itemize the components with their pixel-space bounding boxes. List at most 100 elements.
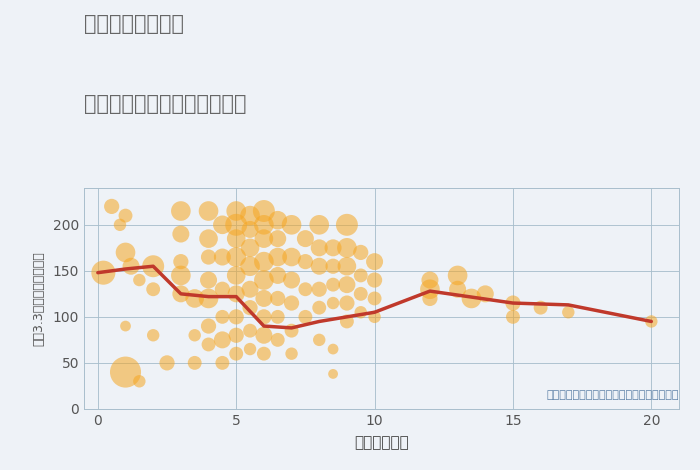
Point	[328, 370, 339, 378]
Point	[424, 295, 435, 302]
Point	[217, 313, 228, 321]
Point	[203, 207, 214, 215]
Point	[175, 230, 186, 238]
Point	[314, 244, 325, 251]
Point	[230, 313, 241, 321]
Point	[328, 244, 339, 251]
Point	[230, 253, 241, 261]
Point	[134, 276, 145, 284]
Point	[244, 327, 256, 335]
Point	[535, 304, 546, 312]
Point	[563, 308, 574, 316]
Y-axis label: 坪（3.3㎡）単価（万円）: 坪（3.3㎡）単価（万円）	[33, 251, 46, 346]
Point	[342, 221, 353, 228]
Point	[452, 285, 463, 293]
Point	[300, 313, 311, 321]
Point	[203, 341, 214, 348]
Point	[355, 249, 366, 256]
Point	[645, 318, 657, 325]
Point	[203, 253, 214, 261]
Point	[120, 368, 131, 376]
Point	[342, 299, 353, 307]
Point	[342, 318, 353, 325]
Point	[244, 212, 256, 219]
Point	[148, 285, 159, 293]
Point	[300, 235, 311, 243]
Point	[342, 244, 353, 251]
Point	[286, 299, 297, 307]
Point	[114, 221, 125, 228]
Point	[424, 285, 435, 293]
Point	[230, 235, 241, 243]
Point	[272, 336, 284, 344]
Point	[175, 272, 186, 279]
Point	[508, 313, 519, 321]
Point	[175, 258, 186, 266]
Point	[369, 276, 380, 284]
Point	[300, 285, 311, 293]
Text: 円の大きさは、取引のあった物件面積を示す: 円の大きさは、取引のあった物件面積を示す	[547, 390, 679, 400]
Point	[258, 221, 270, 228]
Point	[203, 322, 214, 330]
Point	[230, 290, 241, 298]
Point	[272, 295, 284, 302]
Point	[480, 290, 491, 298]
Point	[217, 253, 228, 261]
Point	[258, 235, 270, 243]
Point	[369, 313, 380, 321]
Point	[217, 336, 228, 344]
Text: 愛知県御器所駅の: 愛知県御器所駅の	[84, 14, 184, 34]
Point	[314, 221, 325, 228]
Point	[369, 295, 380, 302]
Point	[230, 331, 241, 339]
Point	[244, 244, 256, 251]
Point	[452, 272, 463, 279]
Point	[272, 235, 284, 243]
Point	[272, 217, 284, 224]
Point	[314, 304, 325, 312]
Point	[230, 207, 241, 215]
Point	[244, 226, 256, 233]
Point	[466, 295, 477, 302]
Point	[217, 285, 228, 293]
Point	[244, 262, 256, 270]
Point	[328, 281, 339, 289]
Point	[286, 276, 297, 284]
Point	[369, 258, 380, 266]
Point	[272, 272, 284, 279]
Point	[258, 258, 270, 266]
Point	[148, 331, 159, 339]
Point	[258, 313, 270, 321]
Point	[120, 322, 131, 330]
Point	[258, 295, 270, 302]
Point	[134, 377, 145, 385]
Point	[175, 290, 186, 298]
Point	[328, 262, 339, 270]
Point	[328, 345, 339, 353]
Point	[203, 235, 214, 243]
Point	[286, 327, 297, 335]
Point	[300, 258, 311, 266]
Point	[120, 212, 131, 219]
Point	[258, 331, 270, 339]
Point	[355, 290, 366, 298]
Point	[272, 313, 284, 321]
Point	[258, 276, 270, 284]
Point	[98, 269, 109, 276]
Point	[272, 253, 284, 261]
Point	[120, 249, 131, 256]
Point	[244, 285, 256, 293]
Point	[125, 262, 136, 270]
Point	[244, 304, 256, 312]
Point	[286, 350, 297, 357]
Point	[230, 272, 241, 279]
Point	[230, 350, 241, 357]
Point	[230, 221, 241, 228]
Point	[314, 262, 325, 270]
Point	[189, 295, 200, 302]
Point	[189, 359, 200, 367]
Point	[175, 207, 186, 215]
Point	[508, 299, 519, 307]
Point	[342, 281, 353, 289]
Point	[314, 336, 325, 344]
